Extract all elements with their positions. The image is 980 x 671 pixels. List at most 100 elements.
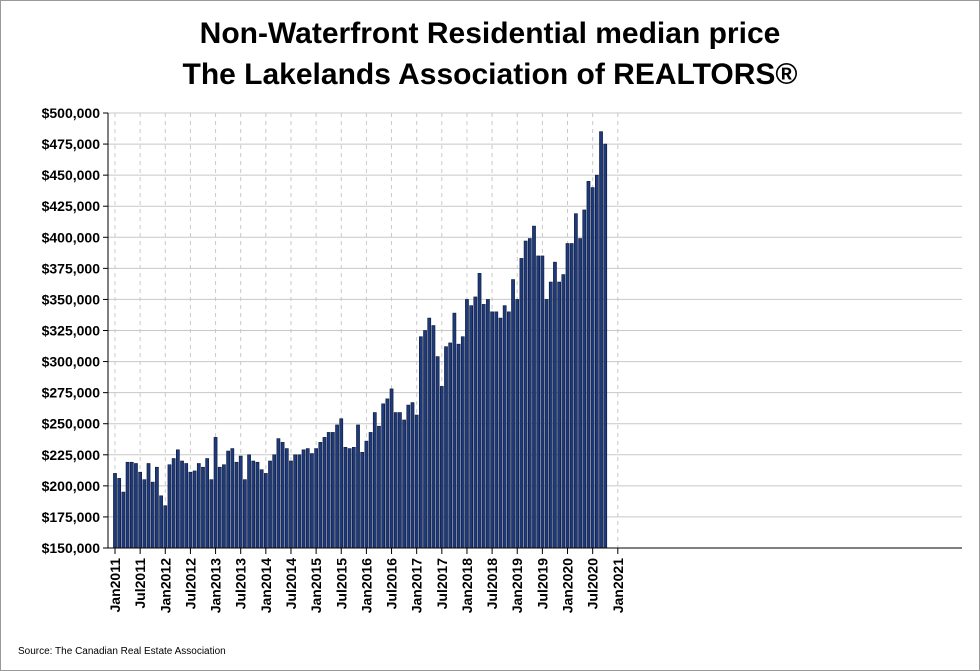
x-tick-label: Jan2012 <box>157 558 173 613</box>
y-tick-label: $225,000 <box>42 447 101 463</box>
bar <box>507 311 511 549</box>
bar <box>511 279 515 549</box>
bar <box>360 451 365 549</box>
bar <box>586 181 591 549</box>
x-tick-label: Jan2021 <box>610 558 626 613</box>
bar <box>201 466 205 549</box>
bar <box>557 281 561 549</box>
bar <box>402 419 406 549</box>
bar <box>192 470 197 549</box>
x-tick-label: Jan2014 <box>258 558 274 613</box>
y-tick-label: $300,000 <box>42 354 101 370</box>
chart-subtitle: The Lakelands Association of REALTORS® <box>182 58 798 91</box>
bar <box>125 461 130 549</box>
bar <box>544 299 549 549</box>
bar <box>590 187 595 549</box>
bar <box>456 343 461 549</box>
bar <box>477 273 482 549</box>
bar <box>486 299 490 549</box>
source-note: Source: The Canadian Real Estate Associa… <box>18 646 226 657</box>
bar <box>247 454 251 549</box>
bar <box>163 505 168 549</box>
bar <box>527 238 532 549</box>
bar <box>238 455 243 549</box>
bar <box>226 450 230 549</box>
bar <box>209 479 214 549</box>
bar <box>419 336 423 549</box>
bar <box>565 243 570 549</box>
bar <box>603 143 608 549</box>
bar <box>310 453 314 549</box>
bar <box>188 471 193 549</box>
bar <box>448 342 453 549</box>
x-tick-label: Jul2011 <box>132 558 148 609</box>
bar <box>331 432 335 549</box>
bar <box>234 461 239 549</box>
bar <box>167 464 172 549</box>
x-tick-label: Jul2014 <box>283 558 299 610</box>
x-tick-label: Jan2020 <box>560 558 576 613</box>
x-tick-label: Jul2018 <box>484 558 500 610</box>
bar <box>599 131 603 549</box>
y-tick-label: $325,000 <box>42 323 101 339</box>
y-tick-label: $425,000 <box>42 198 101 214</box>
bar <box>473 296 478 549</box>
bar <box>481 304 486 549</box>
bar <box>150 481 155 549</box>
bar <box>284 448 289 549</box>
x-tick-label: Jul2016 <box>384 558 400 610</box>
bar <box>578 238 582 549</box>
bar <box>452 312 457 549</box>
y-tick-label: $175,000 <box>42 509 101 525</box>
bar <box>343 447 348 549</box>
bar <box>414 414 419 549</box>
chart-title: Non-Waterfront Residential median price <box>199 17 781 50</box>
bar <box>134 463 138 549</box>
bar <box>205 458 210 549</box>
bar <box>494 311 499 549</box>
bar <box>582 209 587 549</box>
bar <box>301 449 306 549</box>
bar <box>339 418 344 549</box>
bar <box>502 305 507 549</box>
axes <box>103 112 962 554</box>
bar <box>515 299 520 549</box>
bar <box>335 424 339 549</box>
x-tick-label: Jan2019 <box>509 558 525 613</box>
bar <box>548 281 553 549</box>
bar <box>268 460 272 549</box>
bar <box>263 473 268 549</box>
bar <box>138 471 142 549</box>
bar <box>435 356 440 549</box>
x-tick-label: Jan2018 <box>459 558 475 613</box>
bar <box>347 448 352 549</box>
bar <box>159 495 163 549</box>
y-tick-label: $275,000 <box>42 385 101 401</box>
bar <box>385 398 390 549</box>
bar <box>540 255 545 549</box>
bar <box>196 463 201 549</box>
x-tick-label: Jul2015 <box>333 558 349 610</box>
y-tick-label: $350,000 <box>42 291 101 307</box>
y-tick-labels: $150,000 $175,000 $200,000 $225,000 $250,000… <box>42 105 101 556</box>
y-tick-label: $250,000 <box>42 416 101 432</box>
bar <box>251 460 256 549</box>
bar <box>259 469 264 549</box>
bar <box>117 478 122 549</box>
bar <box>410 402 415 549</box>
bar <box>427 317 432 549</box>
bar <box>213 437 218 549</box>
bar <box>523 240 528 549</box>
bar <box>280 442 285 549</box>
x-tick-label: Jul2020 <box>585 558 601 610</box>
bar <box>180 460 184 549</box>
bar <box>155 466 159 549</box>
bar <box>393 412 398 549</box>
bar <box>389 388 394 549</box>
bar <box>368 432 373 549</box>
bar <box>423 330 427 549</box>
bar <box>176 449 180 549</box>
bar <box>498 317 503 549</box>
bar <box>142 479 147 549</box>
y-tick-label: $475,000 <box>42 136 101 152</box>
